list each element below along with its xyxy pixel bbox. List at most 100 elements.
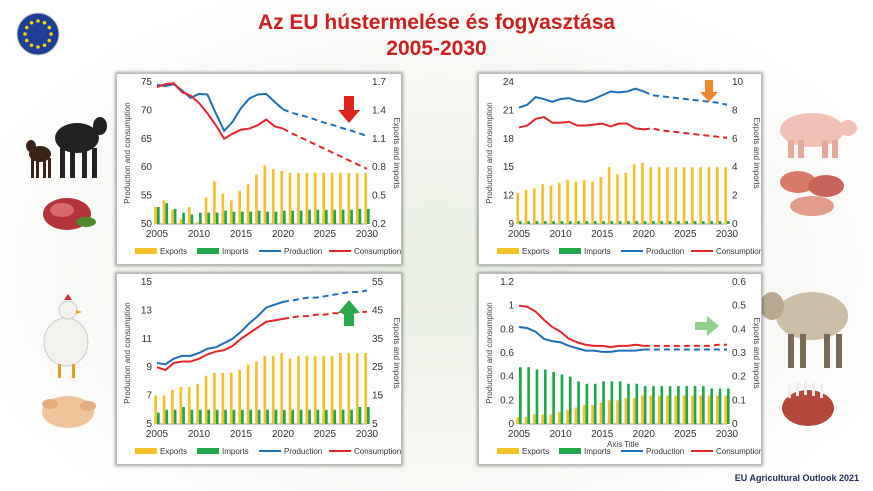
imports-bar bbox=[627, 383, 630, 424]
y-tick-label: 5 bbox=[146, 419, 152, 430]
imports-bar bbox=[668, 221, 672, 224]
imports-bar bbox=[618, 221, 622, 224]
y2-tick-label: 4 bbox=[732, 162, 738, 173]
exports-bar bbox=[322, 172, 325, 224]
legend-swatch-imports bbox=[197, 248, 219, 254]
legend-swatch-exports bbox=[497, 248, 519, 254]
exports-bar bbox=[599, 402, 603, 424]
imports-bar bbox=[702, 221, 705, 224]
y-axis-title: Production and consumption bbox=[485, 102, 494, 203]
arrow-down-icon bbox=[700, 80, 718, 102]
imports-bar bbox=[543, 369, 547, 424]
exports-bar bbox=[355, 172, 359, 224]
exports-bar bbox=[229, 372, 233, 424]
legend-swatch-imports bbox=[559, 448, 581, 454]
exports-bar bbox=[364, 172, 367, 224]
pigmeat-chart-panel: 9 12 15 18 21 24 0 2 4 6 8 10 2005 2010 2015 2020 2025 20… bbox=[478, 73, 762, 265]
x-tick-label: 2020 bbox=[633, 229, 656, 240]
exports-bar bbox=[516, 416, 519, 424]
exports-bar bbox=[649, 167, 653, 224]
y2-tick-label: 0.4 bbox=[732, 324, 746, 335]
y-tick-label: 0.6 bbox=[500, 348, 514, 359]
imports-bar bbox=[635, 221, 639, 224]
exports-bar bbox=[716, 395, 719, 424]
y2-tick-label: 8 bbox=[732, 105, 738, 116]
imports-bar bbox=[702, 386, 705, 424]
exports-bar bbox=[179, 219, 183, 224]
x-tick-label: 2005 bbox=[146, 429, 169, 440]
x-tick-label: 2010 bbox=[188, 429, 211, 440]
exports-bar bbox=[271, 355, 275, 424]
imports-bar bbox=[308, 209, 311, 224]
imports-bar bbox=[316, 409, 320, 424]
imports-bar bbox=[367, 208, 370, 224]
exports-bar bbox=[632, 397, 636, 424]
imports-bar bbox=[157, 206, 160, 224]
exports-bar bbox=[666, 395, 669, 424]
y-tick-label: 7 bbox=[146, 391, 152, 402]
exports-bar bbox=[280, 353, 283, 424]
y2-tick-label: 0.8 bbox=[372, 162, 386, 173]
exports-bar bbox=[691, 395, 694, 424]
exports-bar bbox=[532, 188, 536, 224]
exports-bar bbox=[541, 184, 544, 224]
imports-bar bbox=[308, 409, 311, 424]
imports-bar bbox=[333, 409, 337, 424]
exports-bar bbox=[557, 412, 561, 424]
imports-bar bbox=[157, 412, 160, 424]
imports-bar bbox=[165, 409, 169, 424]
imports-bar bbox=[610, 221, 614, 224]
beef-chart: 50 55 60 65 70 75 0.2 0.5 0.8 1.1 1.4 1.7 2005 2010 20… bbox=[123, 77, 401, 256]
y-tick-label: 12 bbox=[503, 191, 515, 202]
imports-bar bbox=[341, 209, 345, 224]
legend-label-consumption: Consumption bbox=[354, 447, 401, 456]
imports-bar bbox=[341, 409, 345, 424]
production-line-historical bbox=[518, 325, 644, 353]
exports-bar bbox=[574, 407, 578, 424]
exports-bar bbox=[196, 222, 199, 224]
x-tick-label: 2030 bbox=[716, 229, 739, 240]
exports-bar bbox=[541, 414, 544, 424]
x-tick-label: 2015 bbox=[591, 429, 614, 440]
imports-bar bbox=[552, 221, 555, 224]
imports-bar bbox=[241, 409, 244, 424]
imports-bar bbox=[257, 409, 261, 424]
exports-bar bbox=[288, 358, 292, 424]
imports-bar bbox=[677, 221, 680, 224]
imports-bar bbox=[274, 211, 278, 224]
y2-tick-label: 1.4 bbox=[372, 105, 386, 116]
imports-bar bbox=[291, 409, 295, 424]
y-axis-title: Production and consumption bbox=[485, 302, 494, 403]
legend-label-exports: Exports bbox=[522, 447, 549, 456]
exports-bar bbox=[263, 355, 267, 424]
y-tick-label: 1 bbox=[508, 301, 514, 312]
y-tick-label: 70 bbox=[141, 105, 153, 116]
y-tick-label: 21 bbox=[503, 105, 515, 116]
sheep-chart: 0 0.2 0.4 0.6 0.8 1 1.2 0 0.1 0.2 0.3 0.4 0.5 0.6 2005… bbox=[485, 277, 761, 456]
poultry-chart: 5 7 9 11 13 15 5 15 25 35 45 55 2005 2010 2015 2020 2025… bbox=[123, 277, 401, 456]
y2-tick-label: 55 bbox=[372, 277, 384, 288]
imports-bar bbox=[519, 221, 522, 224]
imports-bar bbox=[660, 386, 664, 424]
exports-bar bbox=[322, 355, 325, 424]
page-title: Az EU hústermelése és fogyasztása 2005-2… bbox=[0, 10, 873, 62]
imports-bar bbox=[215, 212, 219, 224]
exports-bar bbox=[204, 197, 208, 224]
arrow-right-icon bbox=[695, 316, 719, 336]
exports-bar bbox=[246, 184, 250, 224]
imports-bar bbox=[668, 386, 672, 424]
y2-axis-title: Exports and imports bbox=[752, 317, 761, 388]
exports-bar bbox=[213, 372, 216, 424]
exports-bar bbox=[582, 405, 586, 424]
imports-bar bbox=[299, 409, 303, 424]
exports-bar bbox=[213, 181, 216, 224]
exports-bar bbox=[297, 172, 300, 224]
imports-bar bbox=[519, 367, 522, 424]
imports-bar bbox=[718, 388, 722, 424]
exports-bar bbox=[154, 395, 157, 424]
exports-bar bbox=[339, 353, 342, 424]
y-tick-label: 15 bbox=[141, 277, 153, 288]
exports-bar bbox=[305, 172, 309, 224]
imports-bar bbox=[266, 211, 269, 224]
